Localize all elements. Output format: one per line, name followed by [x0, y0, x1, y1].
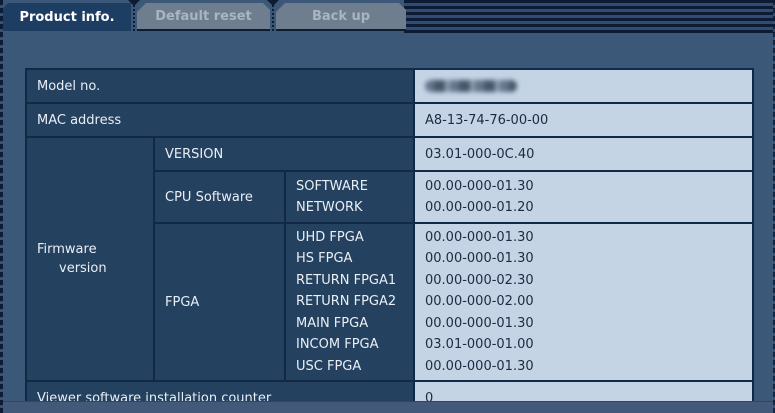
table-row-version: Firmware version VERSION 03.01-000-0C.40 — [25, 136, 754, 382]
tab-back-up[interactable]: Back up — [276, 3, 406, 31]
table-row-mac: MAC address A8-13-74-76-00-00 — [25, 102, 754, 138]
tab-separator — [128, 0, 140, 31]
version-label: VERSION — [153, 136, 415, 172]
table-row-fpga: FPGA UHD FPGA HS FPGA RETURN FPGA1 RETUR… — [26, 222, 754, 382]
model-no-value — [413, 68, 754, 104]
tab-separator — [267, 0, 279, 31]
footer-strip — [0, 401, 775, 413]
mac-address-label: MAC address — [25, 102, 415, 138]
firmware-version-label: Firmware version — [25, 136, 155, 382]
model-no-label: Model no. — [25, 68, 415, 104]
fpga-values: 00.00-000-01.30 00.00-000-01.30 00.00-00… — [413, 222, 754, 382]
tab-bar: Product info. Default reset Back up — [3, 0, 406, 31]
cpu-software-subitems: SOFTWARE NETWORK — [284, 170, 415, 224]
fpga-label: FPGA — [153, 222, 286, 382]
cpu-software-label: CPU Software — [153, 170, 286, 224]
table-row-model: Model no. — [25, 68, 754, 104]
right-edge-decor — [773, 0, 775, 413]
tab-product-info[interactable]: Product info. — [3, 3, 131, 31]
cpu-software-values: 00.00-000-01.30 00.00-000-01.20 — [413, 170, 754, 224]
model-no-redacted-blur — [425, 80, 517, 92]
tabbar-stripes-decor — [404, 0, 775, 33]
left-edge-decor — [0, 0, 3, 413]
table-row-cpu-software: CPU Software SOFTWARE NETWORK 00.00-000-… — [26, 170, 754, 224]
fpga-subitems: UHD FPGA HS FPGA RETURN FPGA1 RETURN FPG… — [284, 222, 415, 382]
version-value: 03.01-000-0C.40 — [413, 136, 754, 172]
mac-address-value: A8-13-74-76-00-00 — [413, 102, 754, 138]
tab-default-reset[interactable]: Default reset — [137, 3, 270, 31]
product-info-table: Model no. MAC address A8-13-74-76-00-00 … — [25, 68, 754, 413]
